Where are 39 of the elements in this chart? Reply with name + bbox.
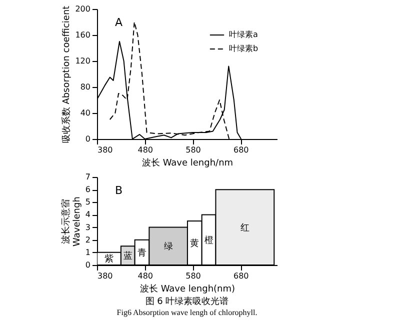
x-tick-label: 580 [186, 146, 201, 154]
x-tick-label: 380 [98, 272, 113, 280]
x-tick-label: 480 [138, 272, 154, 280]
x-axis-title: 波长 Wave lengh/nm [142, 158, 234, 168]
y-axis-title: 吸收系数 Absorption coefficient [61, 5, 72, 144]
legend-label: 叶绿素a [229, 30, 258, 39]
caption: 图 6 叶绿素吸收光谱 [145, 296, 229, 307]
data-label: 橙 [204, 234, 214, 246]
caption: Fig6 Absorption wave lengh of chlorophyll. [116, 308, 258, 317]
y-tick-label: 40 [80, 108, 90, 118]
y-tick-label: 160 [75, 30, 90, 40]
x-tick-label: 480 [138, 146, 154, 154]
annotation: A [115, 16, 123, 29]
y-tick-label: 2 [85, 235, 90, 244]
data-label: 青 [138, 247, 146, 258]
y-tick-label: 0 [85, 134, 90, 144]
y-tick-label: 7 [85, 172, 90, 182]
y-tick-label: 200 [75, 4, 90, 14]
y-tick-label: 5 [85, 198, 90, 207]
data-label: 紫 [104, 254, 114, 265]
data-label: 蓝 [123, 250, 132, 262]
y-tick-label: 4 [85, 210, 90, 220]
y-tick-label: 80 [80, 82, 90, 92]
x-tick-label: 680 [233, 146, 249, 154]
x-tick-label: 680 [233, 272, 249, 280]
y-tick-label: 6 [85, 185, 90, 194]
y-tick-label: 120 [75, 56, 90, 66]
x-tick-label: 380 [98, 146, 113, 154]
y-tick-label: 1 [85, 248, 90, 257]
data-label: 绿 [164, 241, 173, 252]
y-tick-label: 0 [85, 260, 90, 270]
y-tick-label: 3 [85, 222, 90, 232]
x-tick-label: 580 [186, 272, 201, 280]
x-axis-title: 波长 Wave lengh(nm) [140, 284, 236, 294]
data-label: 红 [240, 222, 250, 234]
legend-label: 叶绿素b [229, 44, 258, 53]
data-label: 黄 [190, 238, 200, 249]
y-axis-title: 波长示意宿 Wavelengh [60, 196, 82, 246]
annotation: B [115, 184, 123, 197]
